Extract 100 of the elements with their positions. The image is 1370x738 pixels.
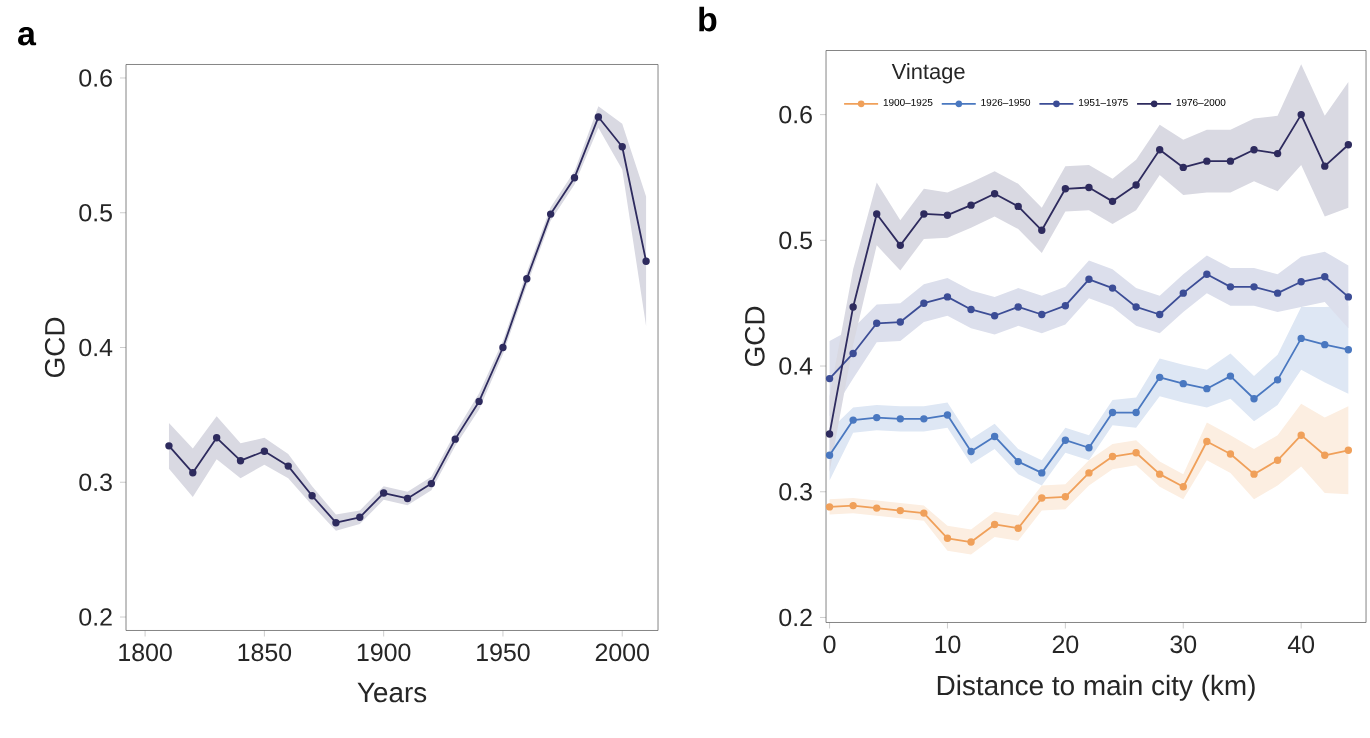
point — [967, 447, 975, 455]
point — [475, 397, 483, 405]
point — [1344, 292, 1353, 301]
point — [990, 432, 999, 440]
x-tick-label: 2000 — [595, 643, 649, 661]
point — [1155, 310, 1164, 318]
point — [1297, 334, 1305, 342]
point — [546, 210, 555, 218]
point — [1250, 282, 1258, 291]
point — [920, 414, 928, 423]
point — [873, 413, 881, 422]
x-tick-label: 30 — [1170, 635, 1197, 653]
point — [990, 520, 999, 528]
point — [1273, 149, 1282, 158]
point — [1226, 450, 1235, 458]
point — [236, 456, 245, 465]
point — [1014, 457, 1022, 466]
point — [1108, 197, 1117, 205]
point — [896, 241, 904, 249]
point — [1321, 451, 1329, 459]
point — [943, 211, 952, 219]
y-axis-title: GCD — [744, 306, 765, 366]
point — [1132, 181, 1140, 189]
point — [1179, 289, 1187, 297]
point — [1085, 443, 1093, 452]
y-tick-label: 0.5 — [779, 231, 812, 249]
point — [873, 504, 881, 512]
point — [920, 209, 928, 218]
point — [1321, 272, 1329, 281]
point — [1014, 303, 1022, 311]
point — [451, 435, 459, 443]
point — [1203, 270, 1211, 278]
point — [896, 414, 904, 423]
x-axis-title: Years — [357, 682, 427, 703]
point — [427, 479, 436, 488]
point — [825, 374, 834, 383]
point — [499, 343, 507, 351]
point — [356, 513, 364, 521]
point — [1155, 145, 1164, 154]
point — [618, 142, 626, 151]
point — [1038, 494, 1046, 502]
point — [990, 189, 999, 198]
point — [1321, 162, 1329, 170]
point — [849, 501, 857, 510]
point — [1132, 448, 1140, 457]
y-tick-label: 0.5 — [79, 203, 112, 222]
point — [379, 489, 388, 497]
point — [1297, 277, 1305, 286]
point — [1344, 446, 1353, 454]
point — [1250, 145, 1258, 154]
y-tick-label: 0.2 — [779, 608, 812, 627]
point — [943, 411, 952, 419]
point — [1250, 470, 1258, 478]
point — [896, 506, 904, 515]
point — [825, 451, 834, 459]
point — [308, 491, 316, 500]
point — [284, 462, 292, 470]
point — [1226, 157, 1235, 165]
y-tick-label: 0.4 — [79, 338, 113, 357]
point — [1132, 303, 1140, 311]
point — [1179, 482, 1187, 491]
point — [1344, 140, 1353, 149]
chart-title: b — [699, 6, 717, 32]
point — [165, 441, 173, 450]
legend-title: Vintage — [891, 62, 965, 84]
x-tick-label: 1900 — [357, 643, 411, 661]
x-axis-title: Distance to main city (km) — [937, 674, 1255, 701]
y-tick-label: 0.2 — [79, 607, 112, 626]
point — [1061, 301, 1070, 310]
point — [920, 299, 928, 307]
point — [1321, 340, 1329, 349]
point — [1203, 384, 1211, 393]
point — [1061, 184, 1070, 193]
x-tick-label: 10 — [935, 635, 961, 653]
x-tick-label: 1800 — [119, 643, 172, 661]
point — [943, 534, 952, 542]
x-tick-label: 1950 — [477, 643, 530, 661]
point — [1273, 456, 1282, 464]
point — [873, 319, 881, 327]
point — [1108, 284, 1117, 292]
point — [1061, 492, 1070, 501]
point — [825, 429, 834, 438]
chart-title: a — [18, 26, 37, 46]
x-tick-label: 40 — [1287, 635, 1315, 653]
point — [594, 113, 603, 121]
point — [1273, 289, 1282, 297]
point — [1108, 452, 1117, 460]
point — [967, 201, 975, 209]
point — [825, 502, 834, 511]
x-tick-label: 1850 — [238, 643, 292, 661]
y-tick-label: 0.3 — [79, 473, 112, 491]
point — [873, 209, 881, 218]
x-tick-label: 20 — [1052, 635, 1079, 653]
point — [1085, 468, 1093, 477]
point — [1155, 373, 1164, 381]
point — [1085, 183, 1093, 191]
point — [332, 518, 340, 527]
point — [849, 349, 857, 357]
point — [1132, 408, 1140, 416]
y-tick-label: 0.6 — [779, 105, 812, 124]
